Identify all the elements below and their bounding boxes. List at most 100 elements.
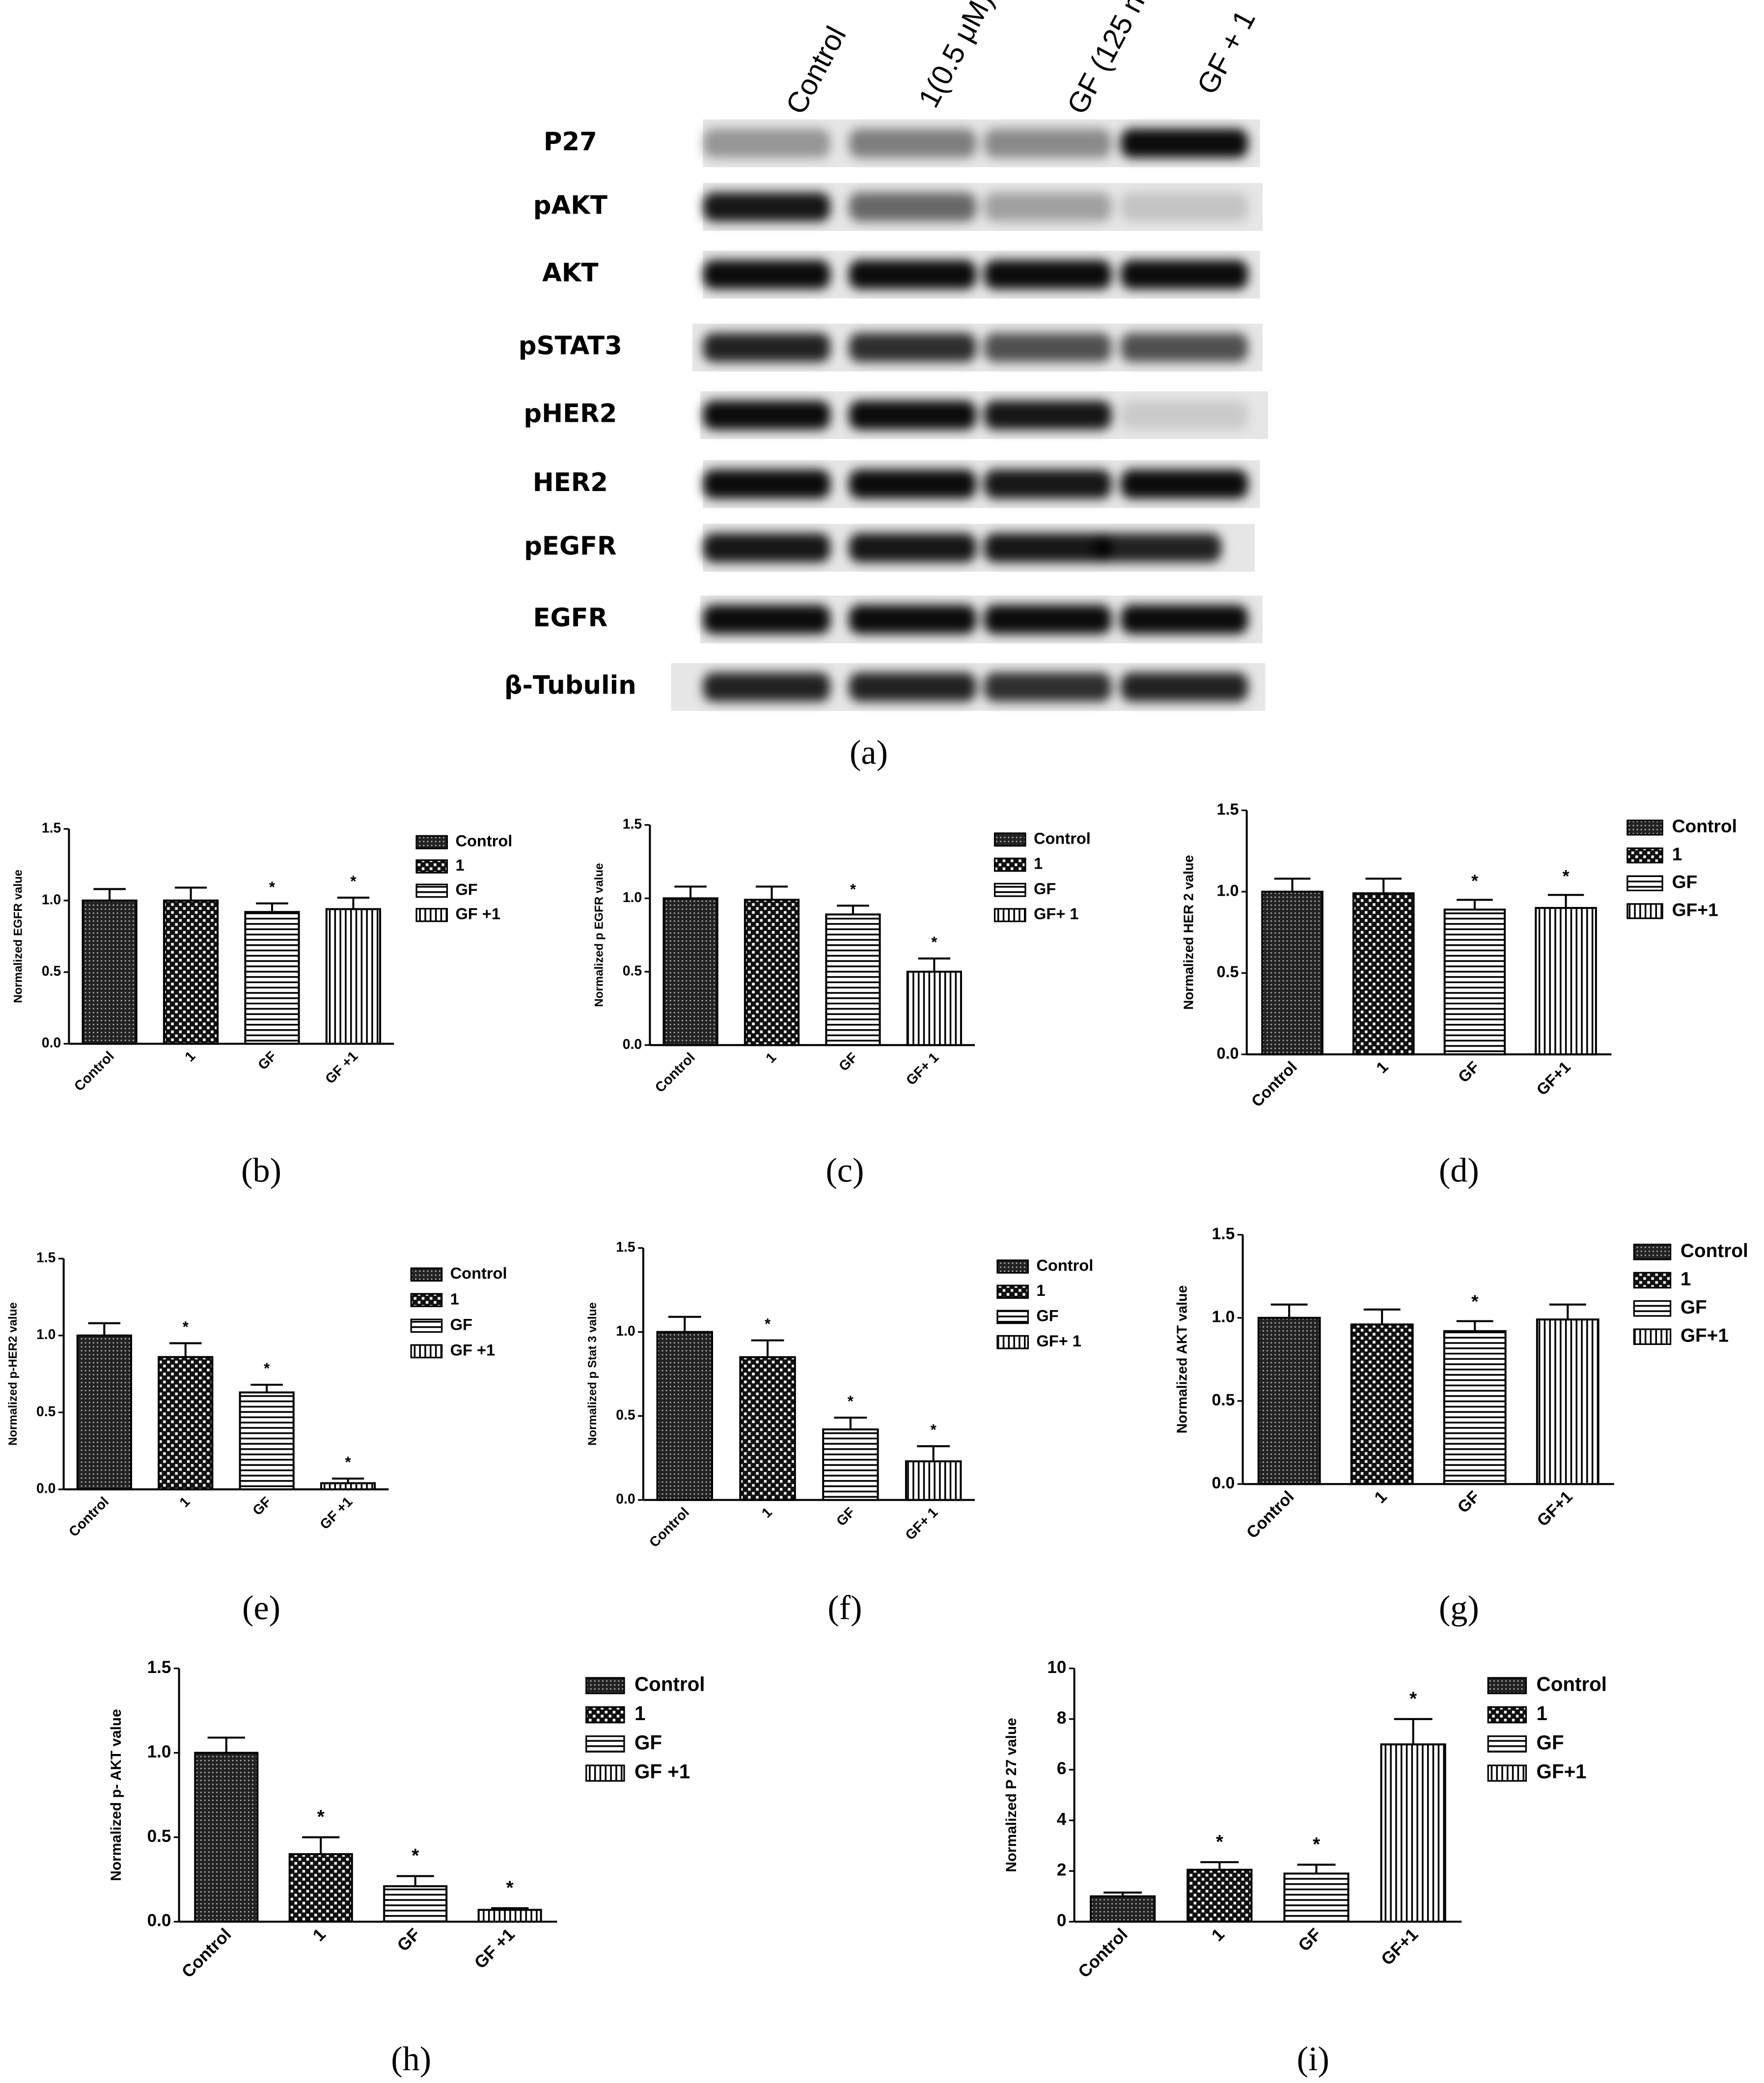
y-tick-label: 1.0 xyxy=(623,890,642,905)
significance-mark: * xyxy=(1409,1688,1417,1709)
legend-swatch xyxy=(1487,1677,1527,1695)
significance-mark: * xyxy=(264,1360,270,1377)
x-tick-label: GF +1 xyxy=(317,1494,356,1533)
band xyxy=(703,129,830,158)
legend-label: GF+ 1 xyxy=(1034,904,1079,923)
bar xyxy=(194,1752,259,1923)
legend-swatch xyxy=(1487,1764,1527,1782)
band xyxy=(703,332,830,362)
y-tick-label: 0.0 xyxy=(147,1911,171,1930)
error-bar xyxy=(837,904,869,915)
legend-swatch xyxy=(1487,1706,1527,1724)
legend-label: GF xyxy=(1034,879,1056,898)
panel-label: (d) xyxy=(1439,1151,1479,1189)
legend-label: 1 xyxy=(1036,1281,1045,1299)
protein-label: AKT xyxy=(542,258,598,288)
y-tick-label: 1.0 xyxy=(42,892,61,907)
x-tick-label: GF xyxy=(1454,1487,1484,1517)
blot-bands xyxy=(703,672,1248,702)
bar xyxy=(158,1356,214,1491)
legend-label: GF +1 xyxy=(450,1341,496,1359)
x-tick-label: Control xyxy=(652,1050,698,1096)
error-bar xyxy=(331,1478,364,1483)
legend-label: 1 xyxy=(1537,1702,1547,1725)
band xyxy=(1121,129,1248,158)
legend-swatch xyxy=(996,1285,1029,1299)
significance-mark: * xyxy=(317,1807,325,1828)
bar xyxy=(82,899,138,1045)
bar xyxy=(906,970,962,1046)
significance-mark: * xyxy=(412,1845,419,1866)
legend-swatch xyxy=(415,835,448,850)
protein-label: pSTAT3 xyxy=(519,331,622,361)
significance-mark: * xyxy=(183,1318,189,1335)
bar xyxy=(822,1428,879,1501)
significance-mark: * xyxy=(848,1393,854,1410)
band xyxy=(984,533,1112,563)
legend-label: Control xyxy=(1681,1240,1748,1261)
band xyxy=(849,400,976,430)
error-bar xyxy=(1297,1864,1336,1874)
panel-label: (i) xyxy=(1297,2040,1329,2078)
y-tick-label: 1.5 xyxy=(1216,800,1239,818)
band xyxy=(984,332,1112,362)
x-tick-label: 1 xyxy=(1208,1925,1228,1945)
x-tick-label: 1 xyxy=(182,1048,198,1065)
legend-label: 1 xyxy=(634,1702,645,1725)
y-axis-label: Normalized p EGFR value xyxy=(593,863,606,1007)
y-axis-label: Normalized P 27 value xyxy=(1003,1718,1020,1872)
band xyxy=(703,672,830,702)
x-tick-label: GF+1 xyxy=(1533,1487,1576,1530)
x-tick-label: Control xyxy=(66,1494,112,1540)
significance-mark: * xyxy=(350,873,357,890)
band xyxy=(984,192,1112,222)
bar xyxy=(325,908,382,1045)
band xyxy=(1121,400,1248,430)
legend-swatch xyxy=(585,1677,625,1695)
protein-label: pEGFR xyxy=(524,532,616,561)
y-tick-label: 0.5 xyxy=(623,963,642,979)
bar xyxy=(1352,892,1415,1056)
legend-label: GF +1 xyxy=(634,1760,690,1783)
error-bar xyxy=(1103,1891,1142,1896)
band xyxy=(984,260,1112,289)
legend-swatch xyxy=(410,1293,443,1308)
legend-label: Control xyxy=(634,1672,705,1695)
error-bar xyxy=(1549,1303,1586,1320)
y-tick-label: 1.5 xyxy=(623,816,642,832)
bar xyxy=(739,1356,796,1501)
bar xyxy=(905,1460,962,1501)
x-tick-label: GF xyxy=(249,1494,274,1518)
x-tick-label: 1 xyxy=(177,1494,193,1510)
x-tick-label: 1 xyxy=(763,1050,779,1067)
legend-label: 1 xyxy=(1672,844,1682,864)
y-tick-label: 0.0 xyxy=(42,1035,61,1051)
error-bar xyxy=(207,1736,245,1753)
x-tick-label: GF xyxy=(836,1050,860,1074)
blot-bands xyxy=(703,400,1248,430)
bar xyxy=(1257,1316,1321,1485)
y-tick-label: 0.5 xyxy=(42,963,61,979)
legend-swatch xyxy=(410,1267,443,1282)
legend-label: GF xyxy=(1681,1297,1707,1318)
bar xyxy=(744,899,800,1046)
y-tick-label: 0 xyxy=(1057,1911,1067,1930)
blot-bands xyxy=(703,533,1222,563)
error-bar xyxy=(1456,1320,1493,1331)
legend-swatch xyxy=(1633,1300,1672,1317)
significance-mark: * xyxy=(1471,1291,1479,1312)
band xyxy=(849,129,976,158)
significance-mark: * xyxy=(1471,871,1478,891)
legend-swatch xyxy=(415,907,448,922)
error-bar xyxy=(1365,877,1402,894)
band xyxy=(703,260,830,289)
bar xyxy=(1536,1318,1599,1485)
y-tick-label: 0.5 xyxy=(36,1404,55,1420)
legend-label: Control xyxy=(455,832,512,850)
y-axis-label: Normalized p-HER2 value xyxy=(6,1302,20,1446)
legend-swatch xyxy=(993,908,1026,922)
bar xyxy=(163,899,219,1045)
error-bar xyxy=(93,888,126,901)
band xyxy=(1121,469,1248,499)
y-axis-label: Normalized p Stat 3 value xyxy=(586,1302,599,1446)
